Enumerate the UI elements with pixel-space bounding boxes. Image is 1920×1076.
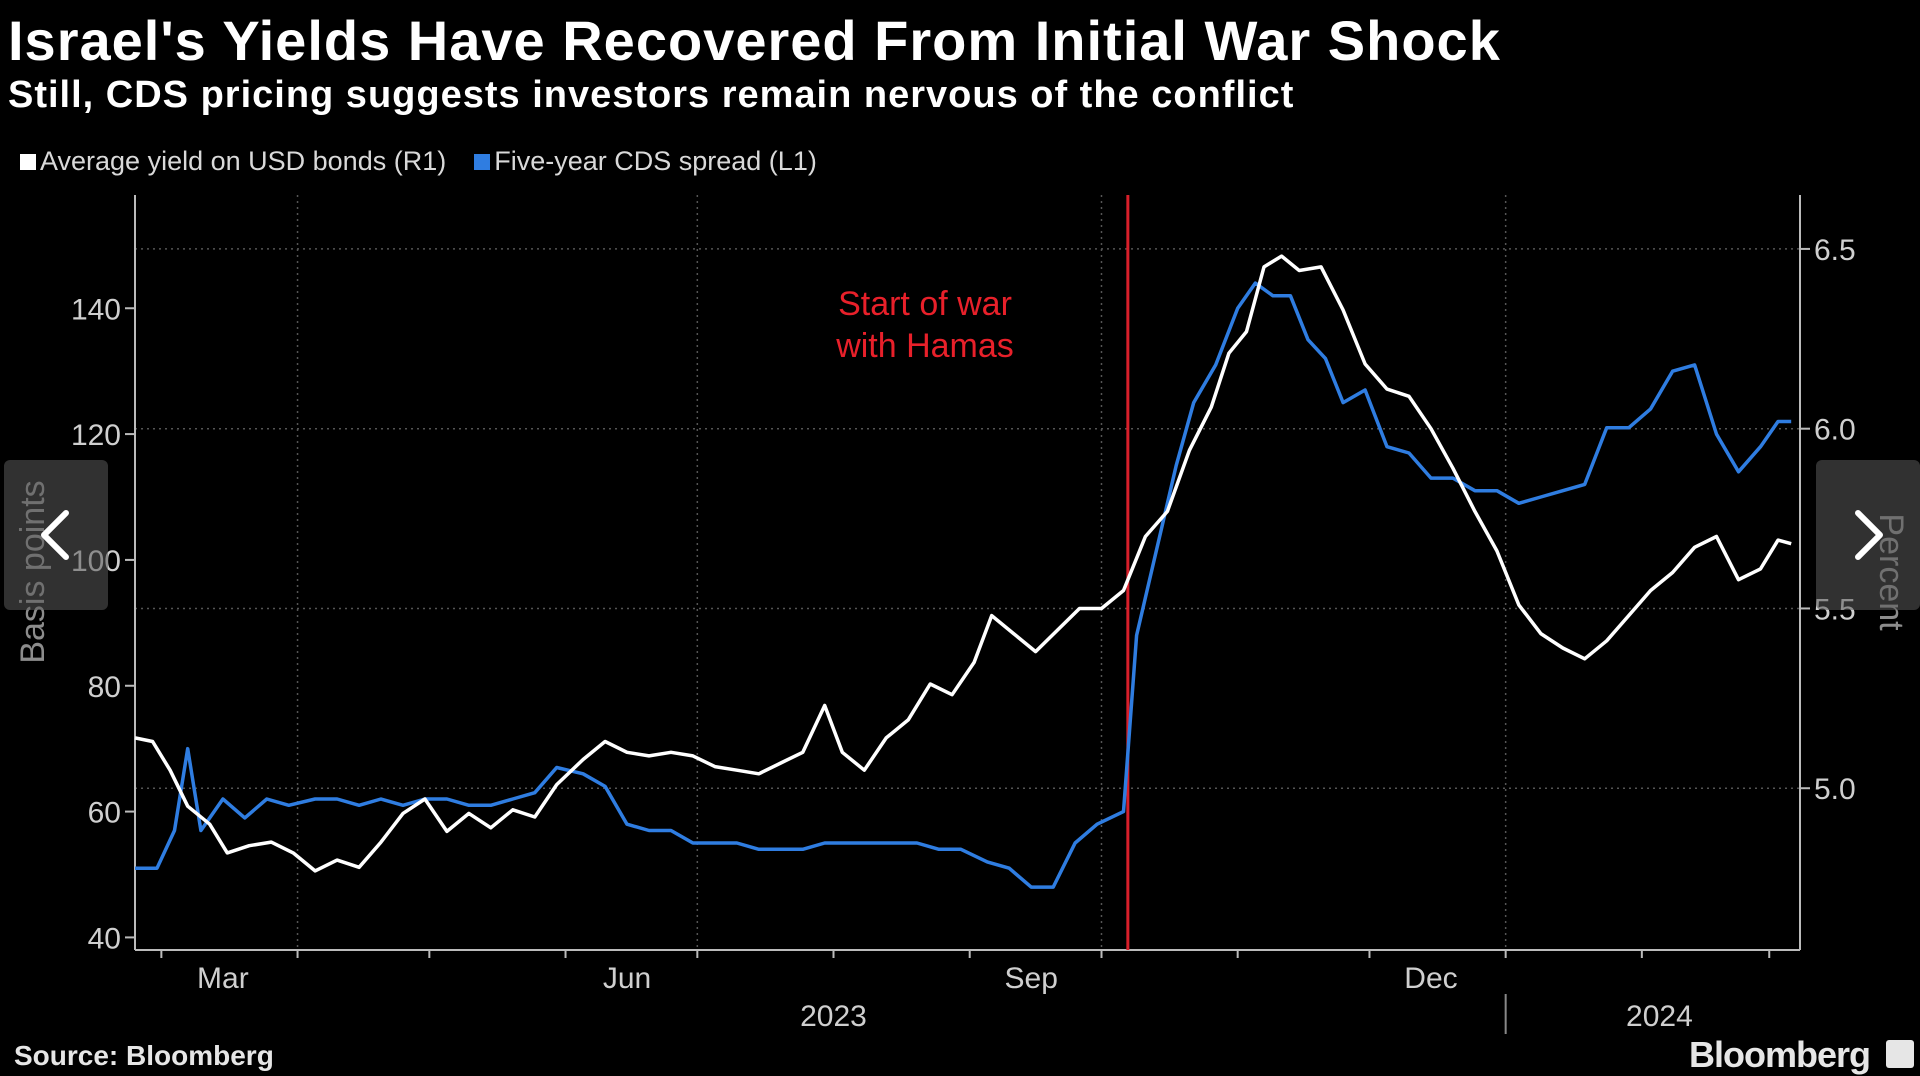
y-left-tick-label: 40 bbox=[88, 922, 121, 955]
y-right-tick-label: 5.0 bbox=[1814, 773, 1856, 806]
x-month-label: Sep bbox=[1005, 962, 1058, 995]
prev-button[interactable] bbox=[4, 460, 108, 610]
x-year-label: 2023 bbox=[800, 1000, 867, 1033]
bloomberg-logo-icon bbox=[1886, 1040, 1914, 1068]
legend-swatch-yield bbox=[20, 153, 36, 170]
chart-title: Israel's Yields Have Recovered From Init… bbox=[8, 9, 1501, 72]
legend-label-yield: Average yield on USD bonds (R1) bbox=[40, 146, 447, 176]
legend-item-yield: Average yield on USD bonds (R1) bbox=[20, 146, 446, 177]
legend-item-cds: Five-year CDS spread (L1) bbox=[474, 146, 817, 177]
war-annotation-label: Start of war bbox=[838, 285, 1012, 323]
series-line-average-yield bbox=[134, 254, 1792, 873]
x-month-label: Jun bbox=[603, 962, 651, 995]
x-month-label: Mar bbox=[197, 962, 249, 995]
chart-subtitle: Still, CDS pricing suggests investors re… bbox=[8, 74, 1295, 116]
y-right-tick-label: 6.0 bbox=[1814, 414, 1856, 447]
war-annotation-label: with Hamas bbox=[835, 327, 1014, 365]
brand-name: Bloomberg bbox=[1688, 1034, 1871, 1075]
series-line-cds-spread bbox=[135, 281, 1792, 889]
y-left-tick-label: 140 bbox=[71, 293, 121, 326]
chevron-right-icon bbox=[1855, 510, 1883, 560]
next-button[interactable] bbox=[1816, 460, 1920, 610]
legend: Average yield on USD bonds (R1) Five-yea… bbox=[20, 146, 817, 177]
legend-swatch-cds bbox=[474, 153, 491, 170]
chevron-left-icon bbox=[41, 510, 69, 560]
y-left-tick-label: 80 bbox=[88, 671, 121, 704]
y-right-tick-label: 6.5 bbox=[1814, 234, 1856, 267]
x-month-label: Dec bbox=[1404, 962, 1457, 995]
legend-label-cds: Five-year CDS spread (L1) bbox=[494, 146, 817, 176]
source-note: Source: Bloomberg bbox=[14, 1040, 274, 1071]
x-year-label: 2024 bbox=[1626, 1000, 1693, 1033]
y-left-tick-label: 120 bbox=[71, 419, 121, 452]
y-left-tick-label: 60 bbox=[88, 797, 121, 830]
